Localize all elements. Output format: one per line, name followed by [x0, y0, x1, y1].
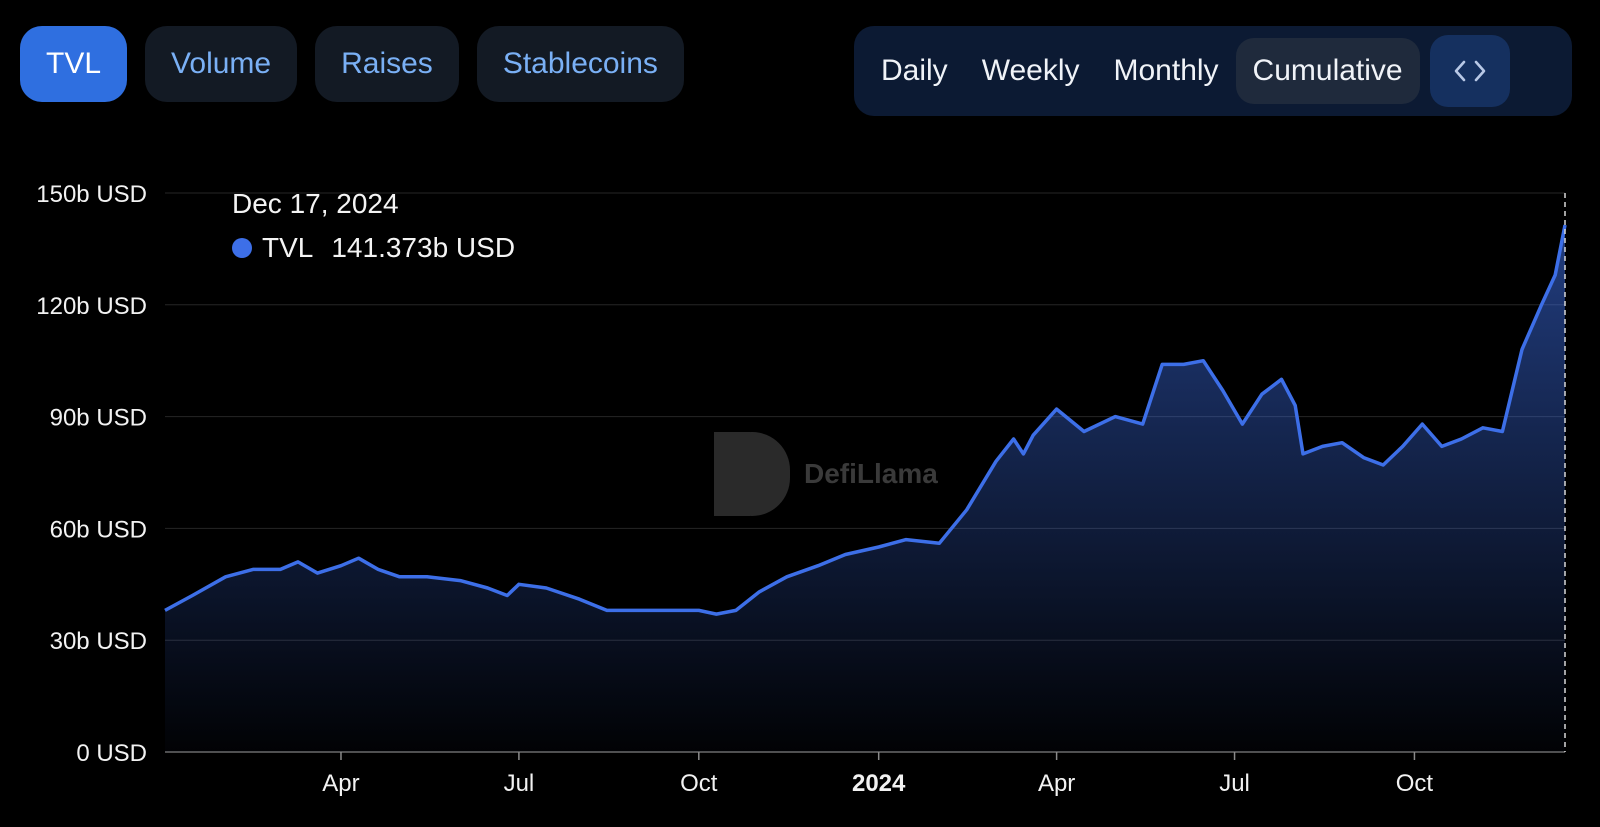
tab-tvl[interactable]: TVL — [20, 26, 128, 102]
period-selector: Daily Weekly Monthly Cumulative — [854, 26, 1572, 116]
period-monthly[interactable]: Monthly — [1113, 54, 1219, 87]
y-tick-label: 0 USD — [76, 740, 147, 767]
x-tick-label: 2024 — [852, 770, 906, 797]
y-tick-label: 120b USD — [36, 293, 147, 320]
period-cumulative[interactable]: Cumulative — [1235, 38, 1420, 104]
x-tick-label: Oct — [680, 770, 718, 797]
x-tick-label: Oct — [1396, 770, 1434, 797]
x-axis: Apr Jul Oct 2024 Apr Jul Oct — [322, 752, 1433, 797]
y-axis: 0 USD 30b USD 60b USD 90b USD 120b USD 150b U… — [36, 181, 147, 767]
period-weekly[interactable]: Weekly — [981, 54, 1080, 87]
defillama-watermark: DefiLlama — [714, 432, 938, 516]
tooltip-series-row: TVL 141.373b USD — [232, 232, 515, 264]
x-tick-label: Jul — [504, 770, 535, 797]
tab-volume[interactable]: Volume — [145, 26, 298, 102]
tooltip-series-name: TVL — [262, 232, 314, 263]
tab-stablecoins[interactable]: Stablecoins — [476, 26, 684, 102]
series-dot-icon — [232, 238, 252, 258]
y-tick-label: 30b USD — [50, 628, 147, 655]
y-tick-label: 150b USD — [36, 181, 147, 208]
llama-logo-block — [714, 432, 750, 516]
tooltip-date: Dec 17, 2024 — [232, 188, 399, 219]
y-tick-label: 60b USD — [50, 516, 147, 543]
watermark-text: DefiLlama — [804, 458, 938, 489]
y-tick-label: 90b USD — [50, 405, 147, 432]
embed-button[interactable] — [1429, 35, 1510, 107]
x-tick-label: Apr — [322, 770, 359, 797]
tooltip-value: 141.373b USD — [331, 232, 516, 263]
tvl-area — [165, 225, 1565, 753]
period-daily[interactable]: Daily — [881, 54, 948, 87]
chart-tabs: TVL Volume Raises Stablecoins — [20, 26, 684, 102]
tab-raises[interactable]: Raises — [315, 26, 459, 102]
code-brackets-icon — [1454, 60, 1485, 82]
x-tick-label: Jul — [1219, 770, 1250, 797]
x-tick-label: Apr — [1038, 770, 1075, 797]
chart-tooltip: Dec 17, 2024 TVL 141.373b USD — [232, 188, 515, 264]
tvl-line — [164, 224, 1567, 616]
